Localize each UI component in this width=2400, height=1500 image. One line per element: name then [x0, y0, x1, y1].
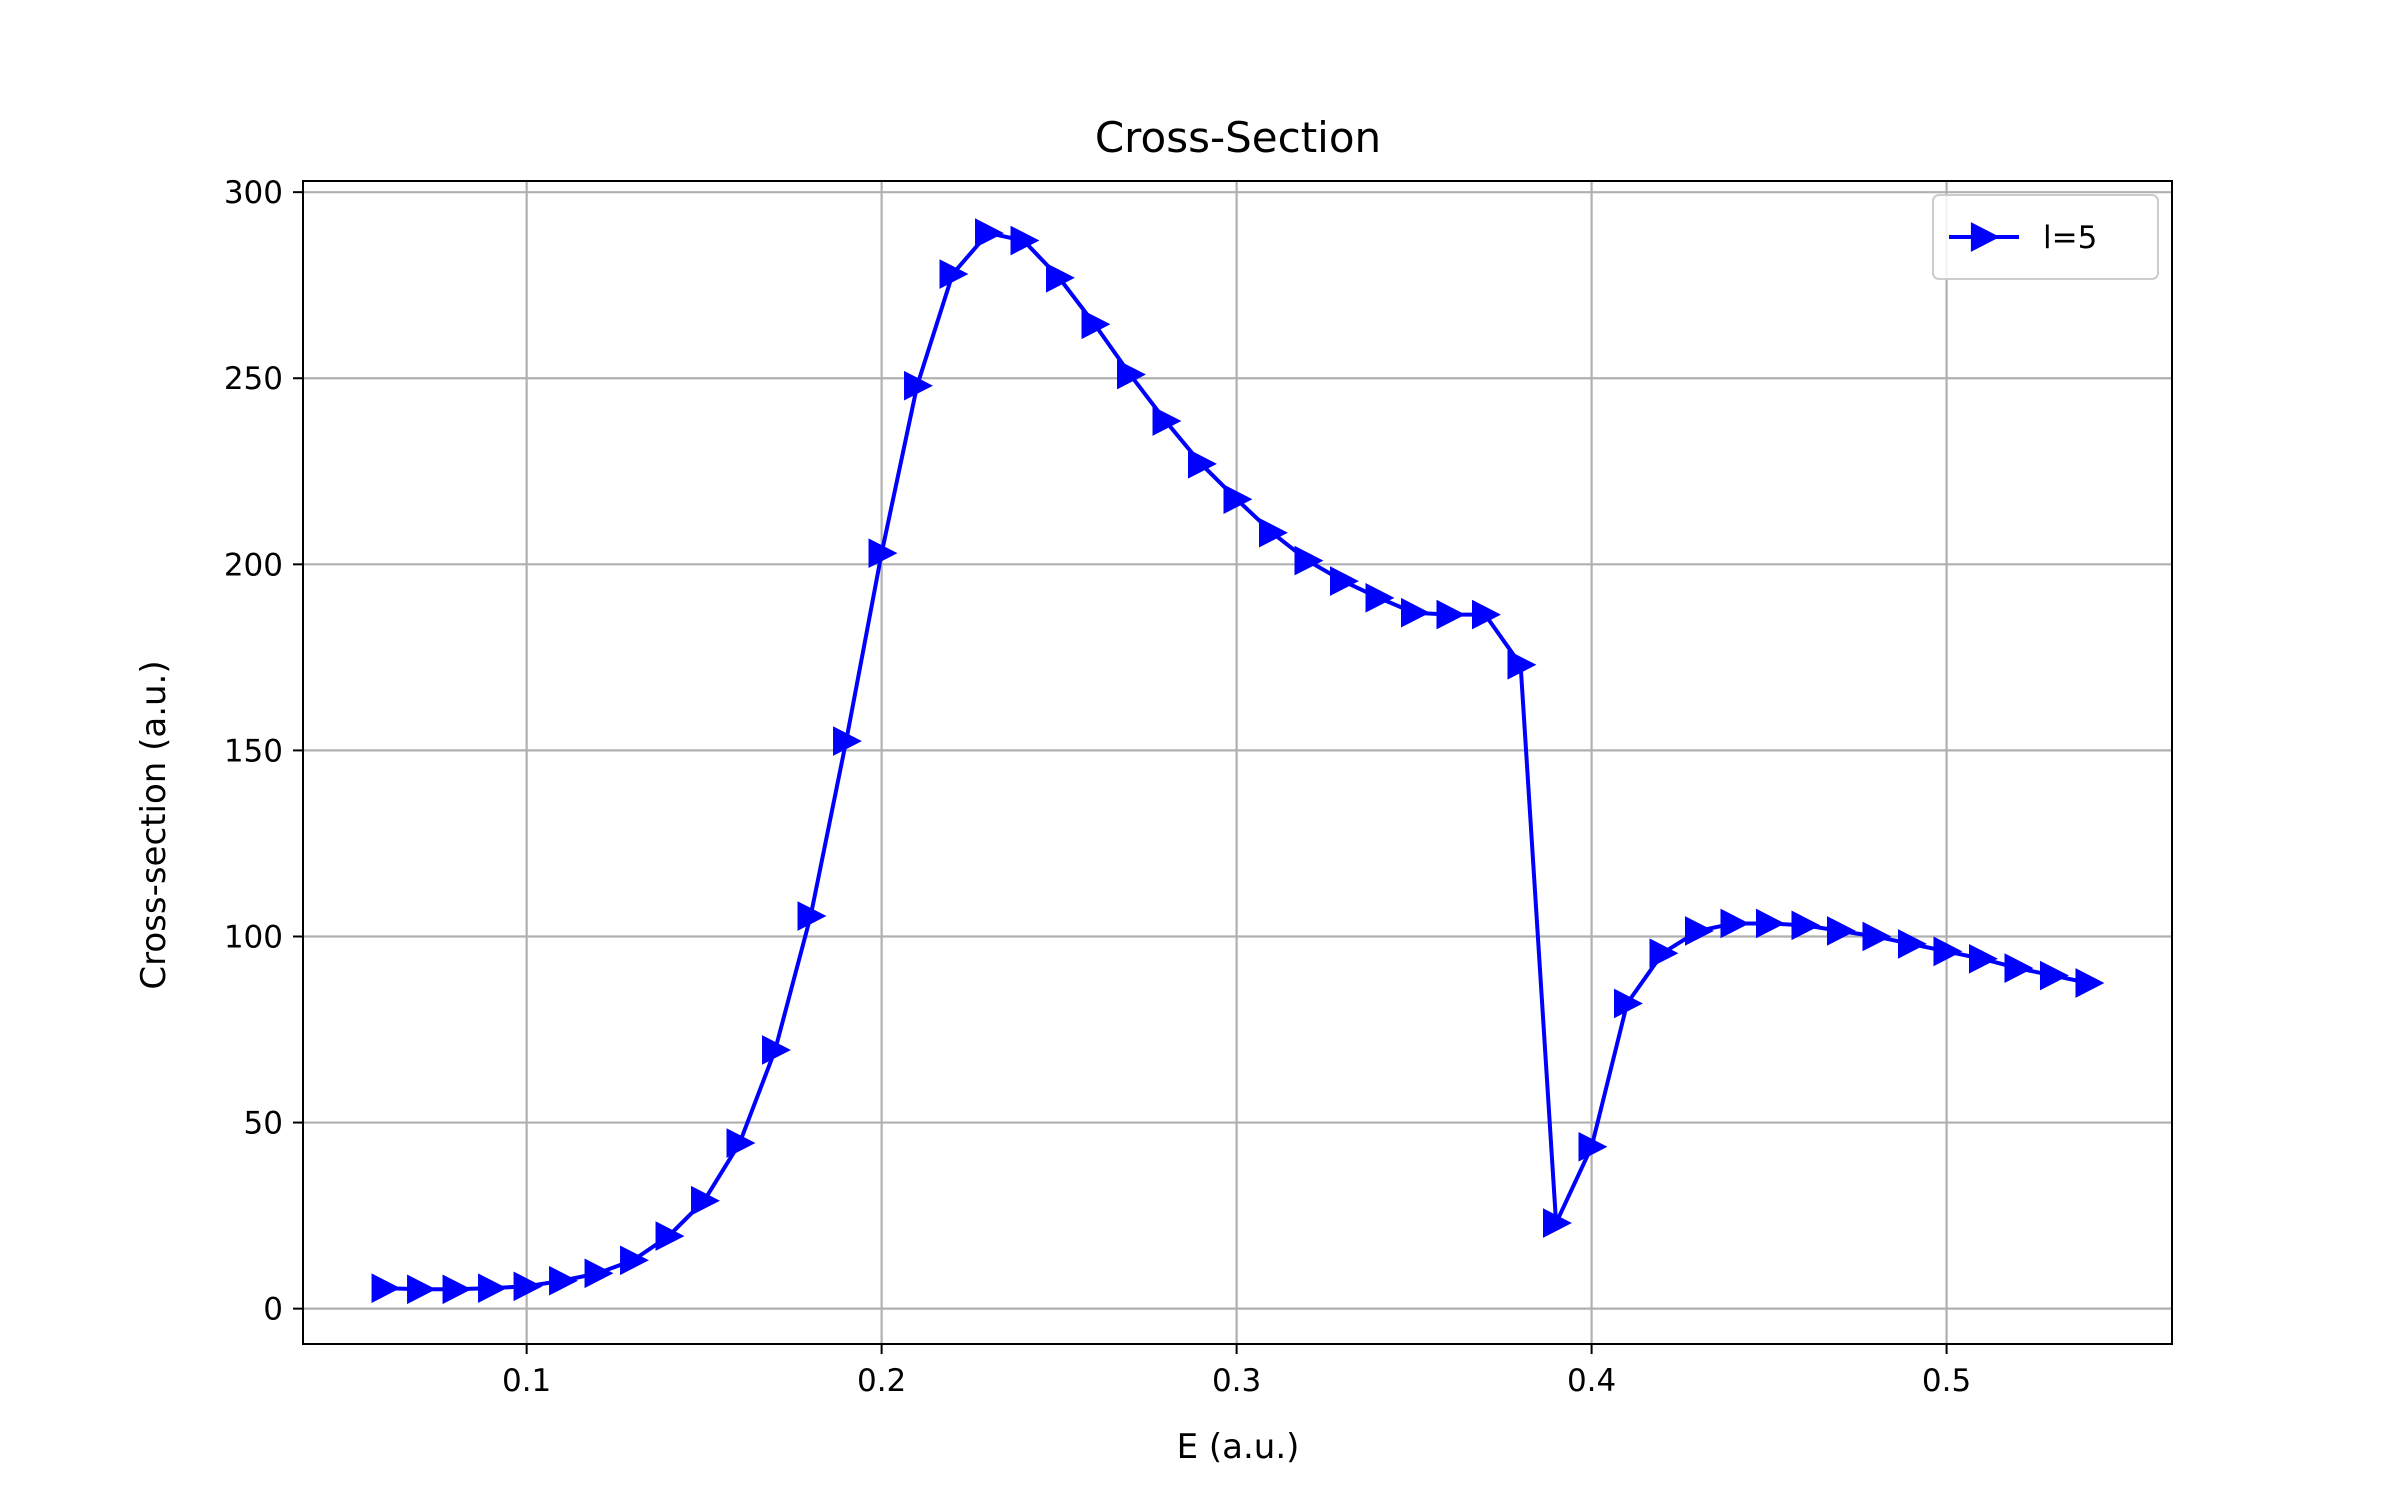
data-point-marker	[1294, 545, 1324, 576]
data-point-marker	[1968, 943, 1998, 974]
data-point-marker	[1649, 938, 1679, 969]
data-point-marker	[1791, 910, 1821, 941]
data-point-marker	[1223, 484, 1253, 515]
data-point-marker	[549, 1265, 578, 1296]
data-point-marker	[1578, 1131, 1608, 1162]
data-point-marker	[1755, 908, 1785, 939]
y-tick-label: 50	[244, 1106, 283, 1142]
data-point-marker	[1826, 916, 1856, 946]
data-point-marker	[1684, 916, 1714, 946]
data-point-marker	[1259, 517, 1288, 548]
x-tick-label: 0.5	[1922, 1363, 1971, 1399]
x-tick-label: 0.3	[1212, 1363, 1261, 1399]
x-axis-label: E (a.u.)	[1177, 1427, 1300, 1467]
data-point-marker	[655, 1221, 685, 1251]
y-tick-label: 100	[224, 919, 283, 955]
legend-box	[1932, 194, 2159, 280]
legend: l=5	[1932, 194, 2159, 280]
y-tick-label: 150	[224, 733, 283, 769]
data-point-marker	[407, 1274, 436, 1305]
data-point-marker	[513, 1271, 543, 1302]
data-point-marker	[1614, 988, 1643, 1019]
data-point-marker	[1401, 597, 1430, 628]
data-point-marker	[726, 1128, 756, 1158]
x-tick-label: 0.2	[857, 1363, 906, 1399]
data-point-marker	[1543, 1208, 1572, 1238]
data-point-marker	[868, 538, 898, 568]
data-point-marker	[904, 370, 933, 401]
data-point-marker	[1933, 936, 1963, 967]
data-point-marker	[620, 1245, 649, 1276]
data-point-marker	[691, 1185, 720, 1216]
series-l5	[371, 218, 2105, 1305]
y-tick-label: 250	[224, 361, 283, 397]
data-point-marker	[1897, 929, 1927, 959]
data-point-marker	[371, 1273, 401, 1303]
data-point-marker	[2004, 953, 2034, 983]
data-point-marker	[1436, 599, 1466, 630]
data-point-marker	[2075, 968, 2105, 998]
data-point-marker	[1720, 908, 1750, 939]
data-point-marker	[1472, 599, 1501, 630]
data-point-marker	[1081, 309, 1111, 340]
data-point-marker	[797, 901, 827, 931]
data-point-marker	[2039, 960, 2069, 991]
x-tick-label: 0.1	[502, 1363, 551, 1399]
plot-area-frame	[302, 180, 2173, 1345]
data-point-marker	[1010, 225, 1040, 256]
data-point-marker	[1152, 406, 1182, 436]
x-tick-label: 0.4	[1567, 1363, 1616, 1399]
data-point-marker	[1046, 262, 1075, 293]
y-tick-label: 0	[263, 1292, 283, 1328]
y-tick-label: 300	[224, 175, 283, 211]
axis-ticks: 0.1 0.2 0.3 0.4 0.5 0 50 100 150 200 250 300	[224, 175, 1971, 1399]
chart-title: Cross-Section	[1095, 113, 1381, 162]
legend-label: l=5	[2043, 220, 2097, 256]
data-point-marker	[442, 1274, 472, 1305]
data-point-marker	[1507, 649, 1537, 680]
grid-lines	[303, 181, 2172, 1344]
data-point-marker	[1117, 359, 1146, 390]
data-point-marker	[478, 1273, 507, 1303]
legend-marker	[1970, 222, 2000, 252]
data-point-marker	[975, 218, 1004, 248]
data-point-marker	[1188, 449, 1217, 479]
data-point-marker	[762, 1035, 791, 1065]
data-point-marker	[1330, 566, 1359, 596]
data-point-marker	[939, 259, 969, 289]
data-point-marker	[584, 1258, 614, 1289]
y-tick-label: 200	[224, 547, 283, 583]
data-point-marker	[1862, 921, 1892, 952]
data-point-marker	[833, 726, 862, 756]
data-point-marker	[1365, 583, 1395, 613]
y-axis-label: Cross-section (a.u.)	[134, 660, 174, 989]
